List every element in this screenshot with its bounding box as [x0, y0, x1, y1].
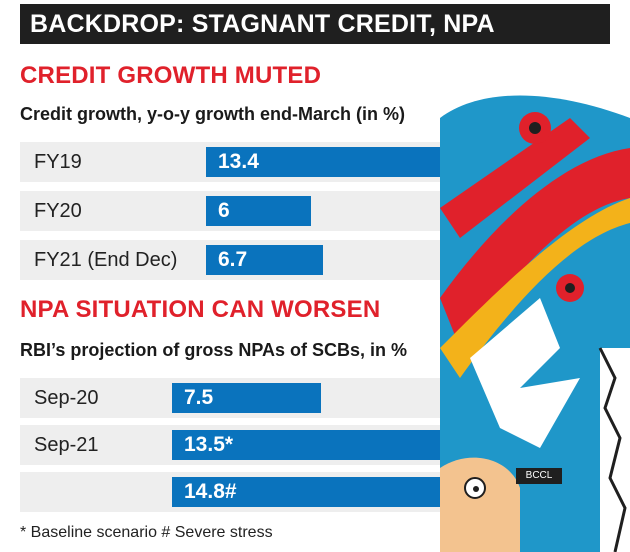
chart-2-bar — [172, 430, 440, 460]
chart-1-row: FY19 13.4 — [20, 142, 440, 182]
illustration-pupil — [473, 486, 479, 492]
chart-2-subtitle: RBI’s projection of gross NPAs of SCBs, … — [20, 340, 408, 360]
footnote: * Baseline scenario # Severe stress — [20, 524, 273, 541]
chart-1-bar — [206, 196, 311, 226]
cartoon-illustration — [440, 48, 630, 552]
chart-1-subtitle: Credit growth, y-o-y growth end-March (i… — [20, 104, 405, 124]
illustration-red-band — [440, 148, 630, 348]
chart-2-category-label: Sep-20 — [34, 387, 99, 409]
chart-2-data-label: 13.5* — [184, 433, 234, 456]
chart-1-data-label: 6.7 — [218, 248, 248, 271]
illustration-red-circle-center — [565, 283, 575, 293]
chart-2-bar — [172, 477, 440, 507]
chart-1-category-label: FY21 (End Dec) — [34, 249, 178, 271]
chart-1-row: FY21 (End Dec) 6.7 — [20, 240, 440, 280]
chart-2-data-label: 14.8# — [184, 480, 237, 503]
chart-1-data-label: 13.4 — [218, 150, 259, 173]
chart-1-row: FY20 6 — [20, 191, 440, 231]
illustration-red-stripe — [440, 118, 590, 238]
chart-2-title: NPA SITUATION CAN WORSEN — [20, 296, 381, 323]
chart-1-category-label: FY20 — [34, 200, 82, 222]
chart-2-bar — [172, 383, 321, 413]
chart-2-row: Sep-21 13.5* — [20, 425, 440, 465]
chart-1-bar — [206, 245, 323, 275]
chart-panel — [0, 48, 440, 552]
chart-2-row: Sep-20 7.5 — [20, 378, 440, 418]
illustration-red-circle-center — [529, 122, 541, 134]
credit-badge: BCCL — [516, 468, 562, 484]
illustration-white-shape — [470, 298, 580, 448]
chart-2-data-label: 7.5 — [184, 386, 214, 409]
chart-2-row: 14.8# — [20, 472, 440, 512]
chart-2-category-label: Sep-21 — [34, 434, 99, 456]
chart-1-title: CREDIT GROWTH MUTED — [20, 62, 322, 89]
chart-1-category-label: FY19 — [34, 151, 82, 173]
chart-1-data-label: 6 — [218, 199, 230, 222]
illustration-zigzag — [598, 347, 627, 552]
chart-1-bar — [206, 147, 440, 177]
banner: BACKDROP: STAGNANT CREDIT, NPA WORRIES — [0, 0, 630, 78]
illustration-face — [440, 457, 520, 552]
banner-title: BACKDROP: STAGNANT CREDIT, NPA WORRIES — [20, 4, 610, 78]
illustration-yellow-band — [440, 198, 630, 378]
